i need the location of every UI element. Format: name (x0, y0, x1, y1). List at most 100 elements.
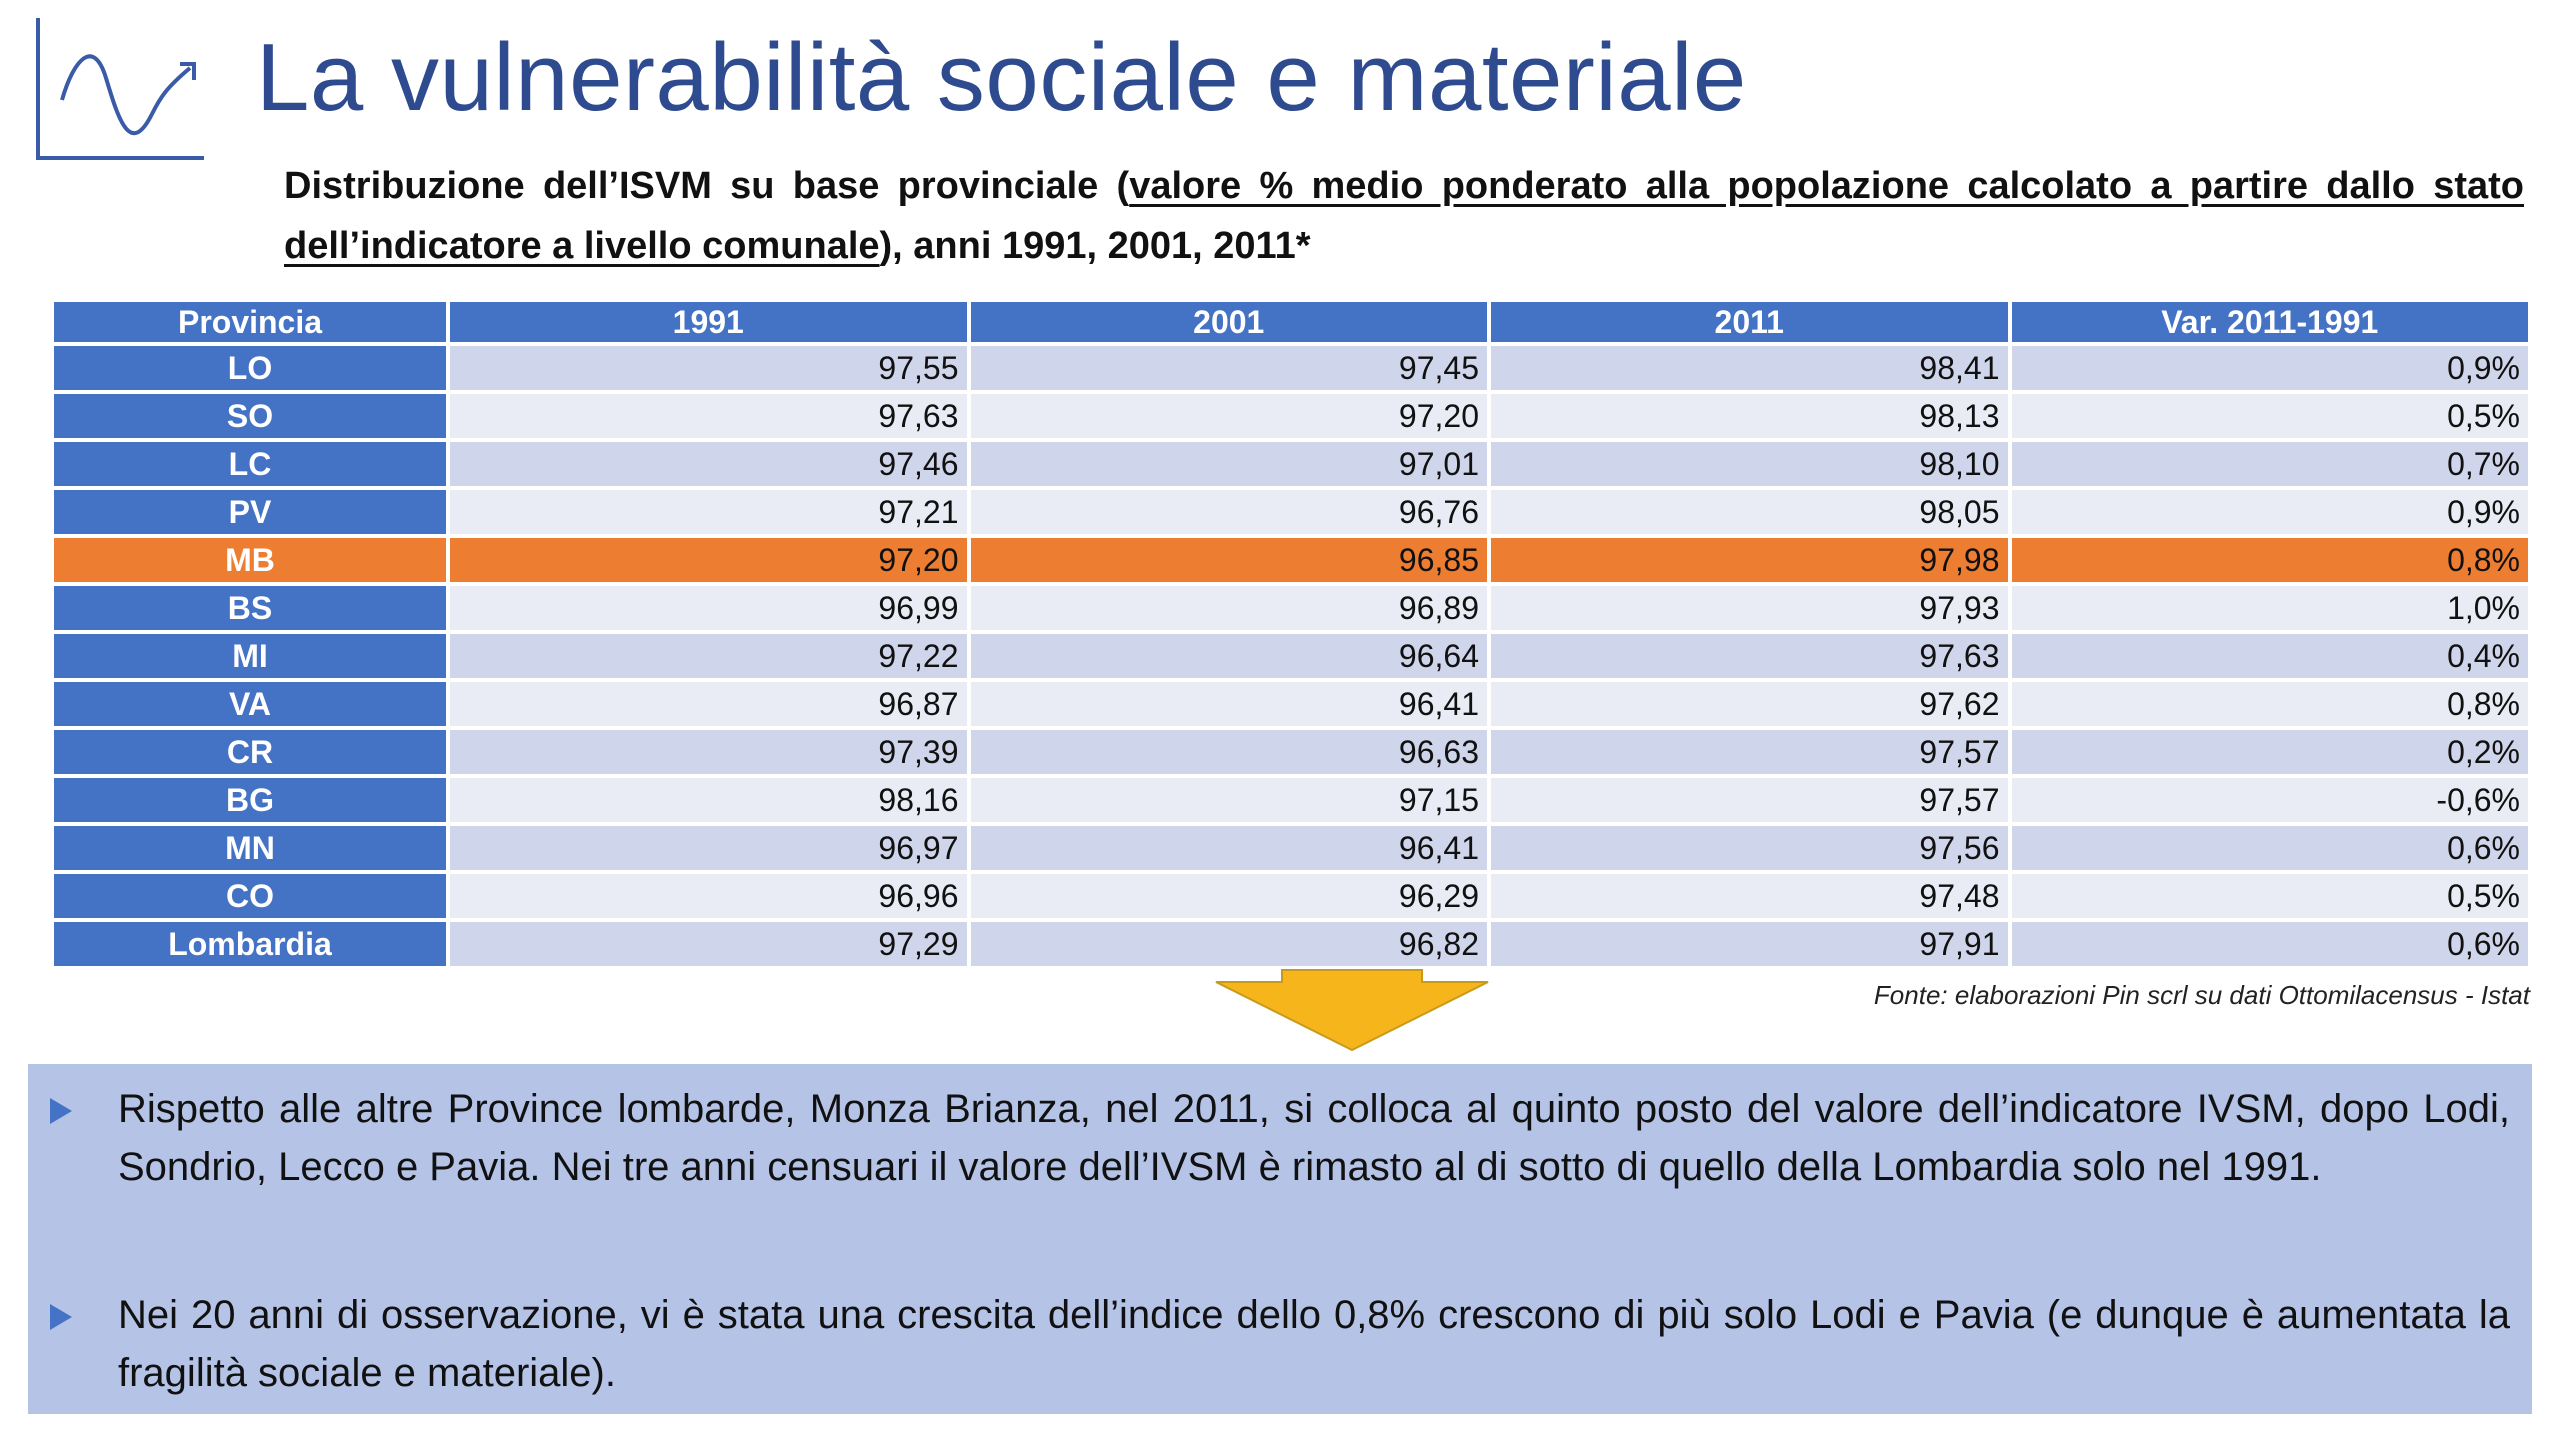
cell-provincia: BG (54, 778, 446, 822)
table-body: LO 97,55 97,45 98,41 0,9% SO 97,63 97,20 98,13 0,… (54, 346, 2528, 966)
table-row: LO 97,55 97,45 98,41 0,9% (54, 346, 2528, 390)
cell-2001: 96,89 (970, 586, 1487, 630)
caption-underlined: valore % medio ponderato alla popolazion… (284, 165, 2524, 267)
cell-provincia: CR (54, 730, 446, 774)
cell-1991: 97,55 (450, 346, 967, 390)
cell-1991: 97,63 (450, 394, 967, 438)
cell-2001: 96,41 (970, 682, 1487, 726)
cell-2011: 97,57 (1491, 730, 2008, 774)
cell-1991: 97,22 (450, 634, 967, 678)
column-header-provincia: Provincia (54, 302, 446, 342)
column-header-2011: 2011 (1491, 302, 2008, 342)
cell-provincia: LC (54, 442, 446, 486)
cell-variation: 0,8% (2011, 538, 2528, 582)
cell-variation: 0,8% (2011, 682, 2528, 726)
cell-2001: 96,29 (970, 874, 1487, 918)
cell-1991: 96,99 (450, 586, 967, 630)
bullet-triangle-icon (50, 1098, 72, 1124)
table-row: Lombardia 97,29 96,82 97,91 0,6% (54, 922, 2528, 966)
cell-provincia: PV (54, 490, 446, 534)
cell-2001: 97,20 (970, 394, 1487, 438)
cell-variation: 0,7% (2011, 442, 2528, 486)
cell-provincia: MN (54, 826, 446, 870)
cell-2001: 97,01 (970, 442, 1487, 486)
cell-2001: 96,82 (970, 922, 1487, 966)
table-row: BS 96,99 96,89 97,93 1,0% (54, 586, 2528, 630)
cell-2011: 97,56 (1491, 826, 2008, 870)
source-note: Fonte: elaborazioni Pin scrl su dati Ott… (1873, 980, 2530, 1010)
cell-1991: 98,16 (450, 778, 967, 822)
table-row: CR 97,39 96,63 97,57 0,2% (54, 730, 2528, 774)
footnote-strip (1730, 958, 2530, 976)
cell-1991: 97,29 (450, 922, 967, 966)
cell-provincia: CO (54, 874, 446, 918)
commentary-panel: Rispetto alle altre Province lombarde, M… (28, 1064, 2532, 1414)
cell-variation: 1,0% (2011, 586, 2528, 630)
cell-variation: 0,9% (2011, 346, 2528, 390)
cell-variation: 0,6% (2011, 922, 2528, 966)
cell-2001: 96,63 (970, 730, 1487, 774)
cell-2001: 96,64 (970, 634, 1487, 678)
table-row: BG 98,16 97,15 97,57 -0,6% (54, 778, 2528, 822)
cell-2001: 97,45 (970, 346, 1487, 390)
table-row: MB 97,20 96,85 97,98 0,8% (54, 538, 2528, 582)
table-header-row: Provincia 1991 2001 2011 Var. 2011-1991 (54, 302, 2528, 342)
bullet-triangle-icon (50, 1304, 72, 1330)
cell-provincia: MI (54, 634, 446, 678)
down-arrow-icon (1215, 969, 1489, 1052)
cell-2011: 97,48 (1491, 874, 2008, 918)
cell-2011: 98,05 (1491, 490, 2008, 534)
cell-2001: 97,15 (970, 778, 1487, 822)
column-header-1991: 1991 (450, 302, 967, 342)
cell-1991: 96,87 (450, 682, 967, 726)
cell-provincia: BS (54, 586, 446, 630)
cell-1991: 97,21 (450, 490, 967, 534)
isvm-table: Provincia 1991 2001 2011 Var. 2011-1991 … (50, 298, 2532, 970)
cell-provincia: Lombardia (54, 922, 446, 966)
table-row: LC 97,46 97,01 98,10 0,7% (54, 442, 2528, 486)
cell-2001: 96,85 (970, 538, 1487, 582)
cell-variation: -0,6% (2011, 778, 2528, 822)
cell-2011: 98,41 (1491, 346, 2008, 390)
cell-2011: 98,10 (1491, 442, 2008, 486)
bullet-text-1: Rispetto alle altre Province lombarde, M… (118, 1087, 2510, 1189)
cell-2011: 97,57 (1491, 778, 2008, 822)
cell-provincia: SO (54, 394, 446, 438)
cell-1991: 96,96 (450, 874, 967, 918)
table-row: PV 97,21 96,76 98,05 0,9% (54, 490, 2528, 534)
cell-variation: 0,2% (2011, 730, 2528, 774)
cell-provincia: VA (54, 682, 446, 726)
column-header-2001: 2001 (970, 302, 1487, 342)
cell-2011: 98,13 (1491, 394, 2008, 438)
table-row: MI 97,22 96,64 97,63 0,4% (54, 634, 2528, 678)
cell-variation: 0,5% (2011, 394, 2528, 438)
cell-2001: 96,76 (970, 490, 1487, 534)
cell-2011: 97,91 (1491, 922, 2008, 966)
cell-variation: 0,5% (2011, 874, 2528, 918)
cell-provincia: MB (54, 538, 446, 582)
cell-1991: 97,46 (450, 442, 967, 486)
caption-part-1: Distribuzione dell’ISVM su base provinci… (284, 165, 1130, 207)
cell-1991: 96,97 (450, 826, 967, 870)
table-caption: Distribuzione dell’ISVM su base provinci… (284, 156, 2524, 276)
cell-variation: 0,4% (2011, 634, 2528, 678)
cell-2011: 97,63 (1491, 634, 2008, 678)
cell-variation: 0,9% (2011, 490, 2528, 534)
column-header-variation: Var. 2011-1991 (2011, 302, 2528, 342)
table-row: MN 96,97 96,41 97,56 0,6% (54, 826, 2528, 870)
isvm-table-container: Provincia 1991 2001 2011 Var. 2011-1991 … (50, 298, 2532, 970)
cell-provincia: LO (54, 346, 446, 390)
table-row: VA 96,87 96,41 97,62 0,8% (54, 682, 2528, 726)
page-title: La vulnerabilità sociale e materiale (256, 24, 1747, 131)
cell-1991: 97,20 (450, 538, 967, 582)
table-row: CO 96,96 96,29 97,48 0,5% (54, 874, 2528, 918)
cell-2011: 97,93 (1491, 586, 2008, 630)
cell-1991: 97,39 (450, 730, 967, 774)
trend-wave-icon (36, 18, 204, 160)
caption-part-2: ), anni 1991, 2001, 2011* (879, 225, 1311, 267)
cell-variation: 0,6% (2011, 826, 2528, 870)
table-row: SO 97,63 97,20 98,13 0,5% (54, 394, 2528, 438)
bullet-text-2: Nei 20 anni di osservazione, vi è stata … (118, 1293, 2510, 1395)
cell-2001: 96,41 (970, 826, 1487, 870)
cell-2011: 97,62 (1491, 682, 2008, 726)
